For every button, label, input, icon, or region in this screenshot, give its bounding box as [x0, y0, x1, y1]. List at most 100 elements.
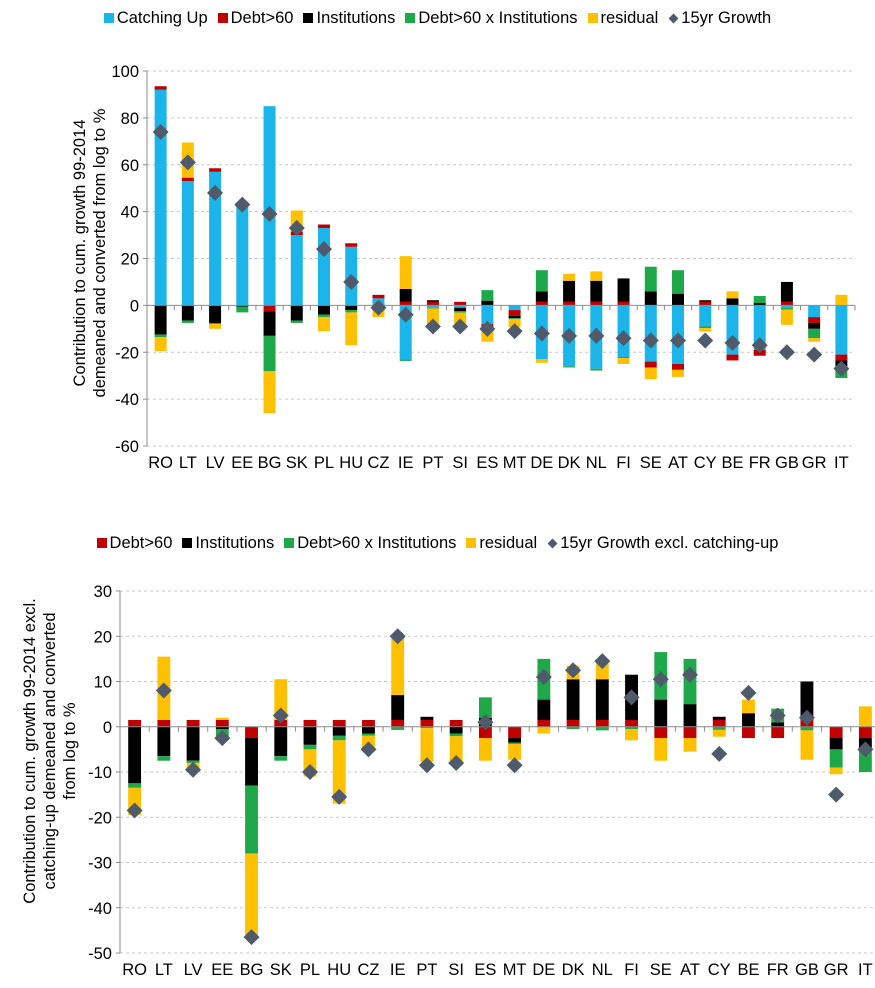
bar-segment-catching-up	[726, 305, 739, 355]
category-label: RO	[122, 961, 147, 979]
legend-item-debt60: Debt>60	[217, 9, 293, 28]
bar-segment-interaction	[590, 368, 603, 371]
bar-segment-interaction	[712, 726, 726, 730]
bar-segment-interaction	[449, 733, 463, 737]
category-label: DE	[530, 454, 553, 472]
bar-segment-residual	[508, 743, 522, 760]
growth-marker	[506, 323, 523, 340]
growth-marker	[588, 327, 605, 344]
category-label: CZ	[367, 454, 389, 472]
bar-segment-interaction	[672, 270, 684, 294]
bar-segment-debt60	[780, 301, 793, 306]
chart-top: Catching Up Debt>60 Institutions Debt>60…	[0, 0, 875, 490]
bar-segment-residual	[800, 730, 814, 760]
bar-segment-residual	[712, 729, 726, 737]
legend-item-debt60: Debt>60	[96, 534, 172, 553]
category-label: HU	[339, 454, 363, 472]
bar-segment-interaction	[332, 735, 346, 741]
category-label: NL	[586, 454, 607, 472]
bar-segment-residual	[154, 337, 167, 352]
legend-label: 15yr Growth excl. catching-up	[560, 533, 779, 552]
y-tick-label: -30	[88, 855, 112, 873]
bar-segment-interaction	[263, 335, 276, 371]
y-tick-label: 20	[94, 628, 112, 646]
legend-item-institutions: Institutions	[182, 534, 274, 553]
bar-segment-residual	[590, 271, 603, 281]
bar-segment-debt60	[263, 305, 276, 312]
y-tick-label: -60	[115, 438, 139, 456]
growth-marker	[343, 273, 360, 290]
category-label: CZ	[357, 961, 379, 979]
category-label: IT	[858, 961, 873, 979]
growth-marker	[243, 929, 260, 946]
bar-segment-debt60	[858, 726, 872, 739]
bar-segment-institutions	[672, 293, 684, 306]
bar-segment-interaction	[181, 320, 194, 323]
bar-segment-interaction	[753, 296, 766, 304]
bar-segment-debt60	[712, 719, 726, 727]
category-label: ES	[476, 454, 498, 472]
bar-segment-debt60	[399, 301, 412, 306]
category-label: PT	[422, 454, 443, 472]
legend-bottom: Debt>60 Institutions Debt>60 x Instituti…	[0, 531, 875, 555]
bar-segment-debt60	[625, 719, 638, 727]
bar-segment-residual	[829, 767, 843, 775]
bar-segment-debt60	[362, 719, 375, 727]
bar-segment-institutions	[128, 726, 142, 784]
bar-segment-institutions	[508, 738, 522, 743]
bar-segment-interaction	[236, 306, 249, 313]
bar-segment-institutions	[362, 726, 375, 734]
bar-segment-institutions	[345, 305, 358, 311]
bar-segment-institutions	[181, 305, 194, 321]
bar-segment-institutions	[290, 305, 303, 321]
bar-segment-catching-up	[399, 305, 412, 360]
category-label: IE	[390, 961, 406, 979]
growth-marker	[331, 788, 348, 805]
category-label: SK	[270, 961, 292, 979]
plot-area-top: -60 -40 -20 0 20 40 60 80 100 RO LT LV EE BG SK PL HU CZ I…	[111, 63, 856, 472]
category-label: ES	[474, 961, 496, 979]
legend-swatch-catching-up	[103, 13, 114, 23]
category-label: NL	[592, 961, 613, 979]
bar-segment-interaction	[362, 733, 375, 736]
legend-swatch-residual	[466, 538, 477, 548]
y-tick-label: 60	[121, 157, 139, 175]
bar-segment-debt60	[454, 301, 467, 306]
bar-segment-catching-up	[808, 305, 821, 318]
bar-segment-debt60	[563, 301, 576, 306]
legend-item-catching-up: Catching Up	[103, 9, 208, 28]
bar-segment-institutions	[800, 681, 814, 720]
growth-marker	[623, 689, 640, 706]
bar-segment-catching-up	[318, 228, 330, 306]
bar-segment-interaction	[858, 749, 872, 772]
growth-marker	[302, 764, 318, 780]
bar-segment-interaction	[780, 307, 793, 310]
bar-segment-residual	[478, 738, 492, 761]
growth-marker	[397, 306, 414, 323]
bar-segment-interaction	[808, 328, 821, 339]
bar-segment-institutions	[508, 315, 521, 319]
y-tick-label: 10	[94, 674, 112, 692]
bar-segment-debt60	[771, 726, 785, 739]
bar-segment-debt60	[186, 719, 200, 727]
category-label: FR	[749, 454, 771, 472]
growth-marker	[533, 325, 550, 342]
bar-segment-institutions	[535, 291, 548, 302]
category-label: EE	[211, 961, 233, 979]
category-label: BE	[721, 454, 743, 472]
bar-segment-institutions	[399, 288, 412, 302]
bar-segment-interaction	[157, 756, 171, 761]
bar-segment-debt60	[508, 310, 521, 316]
bar-segment-institutions	[590, 280, 603, 302]
bar-segment-residual	[332, 740, 346, 804]
bar-segment-debt60	[726, 354, 739, 361]
category-label: FI	[616, 454, 631, 472]
growth-marker	[740, 684, 757, 701]
category-label: HU	[327, 961, 351, 979]
bar-segment-catching-up	[154, 89, 167, 306]
category-label: PT	[416, 961, 437, 979]
growth-marker	[857, 741, 874, 758]
category-label: LV	[184, 961, 203, 979]
legend-item-interaction: Debt>60 x Institutions	[284, 534, 456, 553]
